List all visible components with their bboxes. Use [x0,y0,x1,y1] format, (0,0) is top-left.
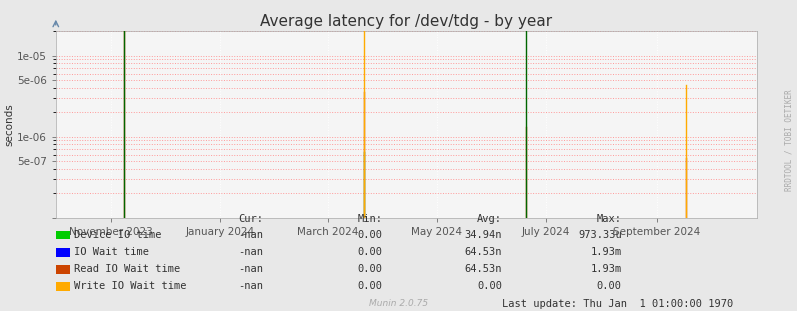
Text: 64.53n: 64.53n [465,264,502,274]
Text: -nan: -nan [238,264,263,274]
Text: RRDTOOL / TOBI OETIKER: RRDTOOL / TOBI OETIKER [784,89,793,191]
Text: 0.00: 0.00 [597,281,622,291]
Text: 0.00: 0.00 [358,230,383,240]
Text: 0.00: 0.00 [358,264,383,274]
Text: -nan: -nan [238,247,263,257]
Text: 973.33u: 973.33u [578,230,622,240]
Text: Write IO Wait time: Write IO Wait time [74,281,186,291]
Text: Device IO time: Device IO time [74,230,162,240]
Text: Last update: Thu Jan  1 01:00:00 1970: Last update: Thu Jan 1 01:00:00 1970 [502,299,733,309]
Text: 34.94n: 34.94n [465,230,502,240]
Text: 1.93m: 1.93m [591,247,622,257]
Text: 64.53n: 64.53n [465,247,502,257]
Text: Min:: Min: [358,214,383,224]
Y-axis label: seconds: seconds [4,103,14,146]
Text: Munin 2.0.75: Munin 2.0.75 [369,299,428,308]
Title: Average latency for /dev/tdg - by year: Average latency for /dev/tdg - by year [261,14,552,29]
Text: Max:: Max: [597,214,622,224]
Text: Read IO Wait time: Read IO Wait time [74,264,180,274]
Text: -nan: -nan [238,281,263,291]
Text: -nan: -nan [238,230,263,240]
Text: 0.00: 0.00 [477,281,502,291]
Text: 1.93m: 1.93m [591,264,622,274]
Text: Avg:: Avg: [477,214,502,224]
Text: IO Wait time: IO Wait time [74,247,149,257]
Text: Cur:: Cur: [238,214,263,224]
Text: 0.00: 0.00 [358,281,383,291]
Text: 0.00: 0.00 [358,247,383,257]
